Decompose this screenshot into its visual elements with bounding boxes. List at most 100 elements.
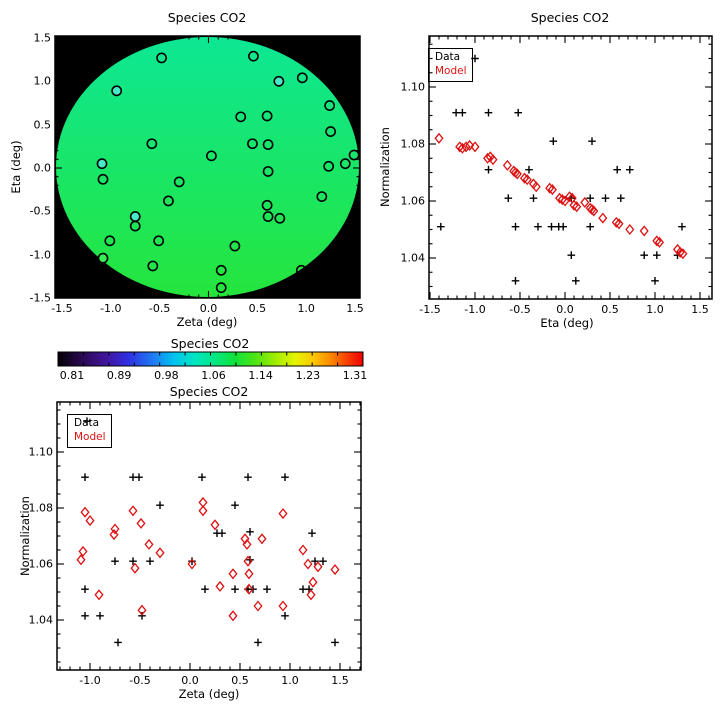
model-diamond-marker — [555, 192, 565, 204]
model-diamond-marker — [434, 132, 444, 144]
survey-position-circle — [215, 264, 227, 276]
data-plus-marker — [547, 222, 556, 231]
data-plus-marker — [572, 277, 580, 285]
disk-panel-title: Species CO2 — [167, 10, 247, 25]
survey-position-circle — [111, 85, 123, 97]
x-tick-label: 0.5 — [231, 674, 249, 687]
survey-position-circle — [146, 138, 158, 150]
eta-xaxis-label: Eta (deg) — [540, 316, 594, 330]
legend-zeta-panel: Data Model — [67, 414, 112, 448]
model-diamond-marker — [569, 199, 579, 211]
data-plus-marker — [111, 557, 119, 565]
model-diamond-marker — [109, 529, 119, 541]
survey-position-circle — [324, 100, 336, 111]
data-plus-marker — [484, 165, 493, 174]
data-plus-marker — [96, 612, 104, 620]
colorbar-tick-label: 0.81 — [59, 369, 85, 382]
model-diamond-marker — [557, 194, 567, 206]
data-plus-marker — [311, 557, 319, 565]
data-plus-marker — [254, 638, 262, 647]
model-diamond-marker — [589, 205, 599, 217]
disk-y-tick-label: -0.5 — [29, 204, 51, 218]
model-diamond-marker — [572, 201, 582, 213]
data-plus-marker — [231, 501, 239, 509]
survey-position-circle — [235, 111, 247, 123]
data-plus-marker — [525, 165, 533, 174]
data-plus-marker — [613, 165, 621, 174]
survey-position-circle — [97, 173, 109, 185]
model-diamond-marker — [461, 141, 471, 153]
model-diamond-marker — [80, 506, 90, 518]
data-plus-marker — [514, 108, 522, 117]
model-diamond-marker — [78, 545, 88, 557]
model-diamond-marker — [130, 562, 140, 574]
survey-position-circle — [316, 191, 328, 203]
model-diamond-marker — [278, 600, 288, 612]
disk-y-tick-label: 1.0 — [33, 74, 52, 88]
x-tick-label: 0.0 — [181, 674, 199, 687]
data-plus-marker — [586, 222, 594, 231]
data-plus-marker — [263, 585, 271, 593]
model-diamond-marker — [580, 196, 590, 208]
x-tick-label: -1.0 — [464, 303, 486, 316]
data-plus-marker — [626, 165, 634, 174]
colorbar-tick-label: 0.98 — [154, 369, 179, 382]
model-diamond-marker — [470, 141, 480, 153]
model-diamond-marker — [455, 141, 465, 153]
disk-xaxis-label: Zeta (deg) — [176, 315, 238, 329]
model-diamond-marker — [110, 523, 120, 535]
model-diamond-marker — [639, 225, 649, 237]
model-diamond-marker — [611, 216, 621, 228]
data-plus-marker — [81, 585, 89, 593]
eta-yaxis-label: Normalization — [378, 127, 392, 207]
model-diamond-marker — [308, 576, 318, 588]
survey-position-circle — [248, 50, 259, 62]
data-plus-marker — [231, 585, 239, 593]
data-plus-marker — [458, 108, 467, 117]
legend-data-label: Data — [435, 51, 461, 63]
data-plus-marker — [534, 222, 542, 231]
model-diamond-marker — [76, 554, 86, 566]
model-diamond-marker — [243, 555, 253, 567]
disk-x-tick-label: 0.5 — [248, 302, 267, 315]
data-plus-marker — [559, 222, 567, 231]
x-tick-label: 1.0 — [281, 674, 299, 687]
disk-x-tick-label: 1.0 — [297, 302, 315, 315]
model-diamond-marker — [675, 246, 685, 258]
x-tick-label: -1.5 — [419, 303, 441, 316]
survey-position-circle — [97, 252, 109, 264]
data-plus-marker — [511, 277, 520, 285]
y-tick-label: 1.04 — [28, 613, 54, 627]
x-tick-label: -0.5 — [509, 303, 531, 316]
legend-model-label: Model — [74, 430, 106, 443]
model-diamond-marker — [244, 583, 254, 595]
data-plus-marker — [651, 277, 659, 285]
survey-position-circle — [262, 139, 274, 150]
model-diamond-marker — [519, 172, 530, 184]
model-diamond-marker — [330, 564, 340, 576]
survey-position-circle — [261, 199, 273, 211]
model-diamond-marker — [136, 517, 146, 529]
colorbar-tick-label: 1.31 — [342, 369, 368, 382]
disk-y-tick-label: -1.0 — [29, 248, 51, 262]
data-plus-marker — [129, 557, 137, 565]
survey-position-circle — [215, 282, 227, 294]
data-plus-marker — [308, 529, 316, 537]
survey-position-circle — [262, 211, 274, 222]
survey-position-circle — [296, 72, 308, 84]
survey-position-circle — [206, 150, 217, 162]
model-diamond-marker — [228, 568, 238, 580]
data-plus-marker — [135, 473, 143, 481]
disk-y-tick-label: 0.5 — [33, 118, 52, 132]
sky-disk — [56, 37, 359, 297]
model-diamond-marker — [137, 604, 147, 616]
data-plus-marker — [198, 473, 206, 481]
survey-position-circle — [129, 220, 141, 232]
survey-position-circle — [147, 260, 159, 272]
model-diamond-marker — [483, 152, 493, 164]
colorbar-title: Species CO2 — [170, 336, 250, 351]
x-tick-label: 0.5 — [601, 303, 619, 316]
data-plus-marker — [331, 638, 339, 647]
model-diamond-marker — [457, 142, 467, 154]
